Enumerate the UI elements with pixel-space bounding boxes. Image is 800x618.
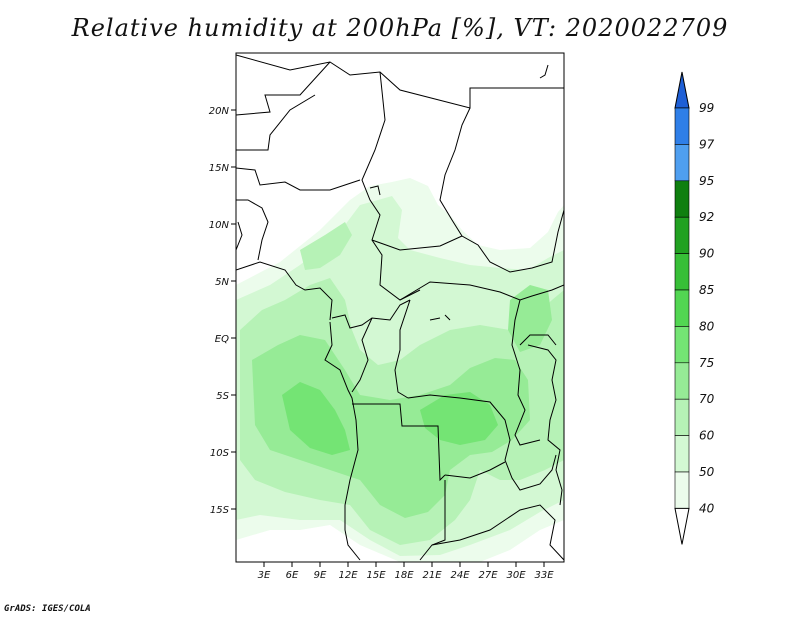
humidity-field: [236, 178, 564, 562]
lat-label: 10N: [209, 220, 230, 231]
colorbar-box: [674, 435, 690, 473]
lat-label: 5N: [215, 277, 229, 288]
lon-label: 24E: [450, 570, 470, 581]
colorbar-label: 75: [699, 356, 714, 370]
lat-label: 20N: [209, 106, 230, 117]
country-borders: [236, 54, 564, 561]
map-frame: [235, 52, 565, 563]
map-title: Relative humidity at 200hPa [%], VT: 202…: [71, 14, 729, 42]
lat-label: 15N: [209, 163, 230, 174]
colorbar-label: 60: [699, 429, 715, 443]
lat-label: EQ: [215, 334, 229, 345]
colorbar-label: 97: [699, 137, 715, 151]
lon-label: 3E: [258, 570, 271, 581]
latitude-axis: 20N 15N 10N 5N EQ 5S 10S 15S: [209, 106, 236, 516]
lon-label: 9E: [314, 570, 327, 581]
colorbar-box: [674, 398, 690, 436]
lon-label: 30E: [506, 570, 526, 581]
colorbar-box: [674, 216, 690, 254]
colorbar-box: [674, 144, 690, 182]
lon-label: 21E: [422, 570, 442, 581]
colorbar-bottom-arrow: [674, 507, 690, 545]
colorbar-label: 99: [699, 101, 714, 115]
colorbar-label: 90: [699, 247, 715, 261]
colorbar: 99 97 95 92 90 85 80 75 70 60 50 40: [674, 71, 715, 545]
colorbar-label: 92: [699, 210, 714, 224]
lon-label: 27E: [478, 570, 498, 581]
lon-label: 15E: [366, 570, 386, 581]
longitude-axis: 3E 6E 9E 12E 15E 18E 21E 24E 27E 30E 33E: [258, 562, 554, 581]
colorbar-box: [674, 362, 690, 400]
lat-label: 15S: [210, 505, 230, 516]
colorbar-label: 85: [699, 283, 714, 297]
lon-label: 33E: [534, 570, 554, 581]
colorbar-box: [674, 471, 690, 509]
colorbar-label: 40: [699, 501, 715, 515]
grads-credit: GrADS: IGES/COLA: [4, 604, 91, 614]
colorbar-label: 80: [699, 319, 715, 333]
colorbar-box: [674, 253, 690, 291]
colorbar-box: [674, 107, 690, 145]
colorbar-label: 95: [699, 174, 714, 188]
colorbar-box: [674, 289, 690, 327]
lon-label: 12E: [338, 570, 358, 581]
colorbar-box: [674, 326, 690, 364]
lon-label: 6E: [286, 570, 299, 581]
lon-label: 18E: [394, 570, 414, 581]
lat-label: 10S: [210, 448, 230, 459]
colorbar-top-arrow: [674, 71, 690, 109]
lat-label: 5S: [216, 391, 229, 402]
colorbar-label: 50: [699, 465, 715, 479]
colorbar-box: [674, 180, 690, 218]
colorbar-label: 70: [699, 392, 715, 406]
